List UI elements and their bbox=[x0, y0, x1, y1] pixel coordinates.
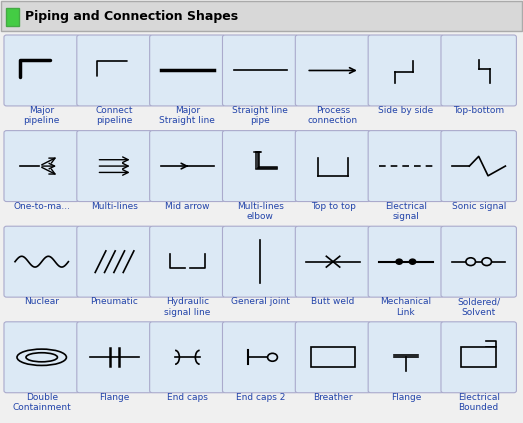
FancyBboxPatch shape bbox=[295, 35, 371, 106]
Text: Breather: Breather bbox=[313, 393, 353, 402]
FancyBboxPatch shape bbox=[77, 322, 152, 393]
Circle shape bbox=[410, 259, 416, 264]
Text: Nuclear: Nuclear bbox=[24, 297, 59, 306]
Text: Piping and Connection Shapes: Piping and Connection Shapes bbox=[25, 10, 238, 22]
FancyBboxPatch shape bbox=[368, 226, 444, 297]
FancyBboxPatch shape bbox=[441, 35, 516, 106]
Text: Electrical
signal: Electrical signal bbox=[385, 201, 427, 221]
FancyBboxPatch shape bbox=[150, 35, 225, 106]
Circle shape bbox=[268, 353, 277, 361]
FancyBboxPatch shape bbox=[441, 322, 516, 393]
FancyBboxPatch shape bbox=[461, 347, 496, 367]
Text: One-to-ma...: One-to-ma... bbox=[13, 201, 70, 211]
FancyBboxPatch shape bbox=[150, 226, 225, 297]
FancyBboxPatch shape bbox=[295, 131, 371, 201]
FancyBboxPatch shape bbox=[4, 131, 79, 201]
Text: xxx: xxx bbox=[324, 352, 342, 362]
FancyBboxPatch shape bbox=[2, 1, 521, 31]
Text: Major
Straight line: Major Straight line bbox=[160, 106, 215, 125]
Text: Flange: Flange bbox=[391, 393, 421, 402]
FancyBboxPatch shape bbox=[150, 131, 225, 201]
Text: Top to top: Top to top bbox=[311, 201, 356, 211]
Circle shape bbox=[396, 259, 402, 264]
Text: Top-bottom: Top-bottom bbox=[453, 106, 504, 115]
Text: Hydraulic
signal line: Hydraulic signal line bbox=[164, 297, 211, 316]
FancyBboxPatch shape bbox=[4, 322, 79, 393]
Circle shape bbox=[482, 258, 492, 266]
FancyBboxPatch shape bbox=[441, 131, 516, 201]
Text: Major
pipeline: Major pipeline bbox=[24, 106, 60, 125]
Text: Electrical
Bounded: Electrical Bounded bbox=[458, 393, 499, 412]
FancyBboxPatch shape bbox=[368, 35, 444, 106]
FancyBboxPatch shape bbox=[311, 347, 355, 367]
Text: Side by side: Side by side bbox=[378, 106, 434, 115]
Ellipse shape bbox=[17, 349, 66, 365]
FancyBboxPatch shape bbox=[368, 322, 444, 393]
Ellipse shape bbox=[26, 353, 58, 362]
FancyBboxPatch shape bbox=[295, 322, 371, 393]
FancyBboxPatch shape bbox=[4, 35, 79, 106]
Text: Double
Containment: Double Containment bbox=[13, 393, 71, 412]
Text: Soldered/
Solvent: Soldered/ Solvent bbox=[457, 297, 501, 316]
FancyBboxPatch shape bbox=[441, 226, 516, 297]
FancyBboxPatch shape bbox=[150, 322, 225, 393]
FancyBboxPatch shape bbox=[222, 322, 298, 393]
Text: Mechanical
Link: Mechanical Link bbox=[380, 297, 431, 316]
FancyBboxPatch shape bbox=[222, 35, 298, 106]
Text: Flange: Flange bbox=[99, 393, 130, 402]
Text: Sonic signal: Sonic signal bbox=[451, 201, 506, 211]
FancyBboxPatch shape bbox=[368, 131, 444, 201]
Text: Straight line
pipe: Straight line pipe bbox=[232, 106, 288, 125]
Text: Mid arrow: Mid arrow bbox=[165, 201, 210, 211]
Text: Multi-lines: Multi-lines bbox=[91, 201, 138, 211]
Text: End caps: End caps bbox=[167, 393, 208, 402]
Text: End caps 2: End caps 2 bbox=[235, 393, 285, 402]
Circle shape bbox=[466, 258, 475, 266]
Text: Pneumatic: Pneumatic bbox=[90, 297, 139, 306]
Text: Process
connection: Process connection bbox=[308, 106, 358, 125]
Text: Butt weld: Butt weld bbox=[311, 297, 355, 306]
FancyBboxPatch shape bbox=[222, 226, 298, 297]
FancyBboxPatch shape bbox=[295, 226, 371, 297]
Text: Connect
pipeline: Connect pipeline bbox=[96, 106, 133, 125]
FancyBboxPatch shape bbox=[77, 35, 152, 106]
Text: General joint: General joint bbox=[231, 297, 290, 306]
FancyBboxPatch shape bbox=[222, 131, 298, 201]
FancyBboxPatch shape bbox=[4, 226, 79, 297]
FancyBboxPatch shape bbox=[77, 226, 152, 297]
FancyBboxPatch shape bbox=[6, 8, 18, 26]
FancyBboxPatch shape bbox=[77, 131, 152, 201]
Text: Multi-lines
elbow: Multi-lines elbow bbox=[237, 201, 283, 221]
